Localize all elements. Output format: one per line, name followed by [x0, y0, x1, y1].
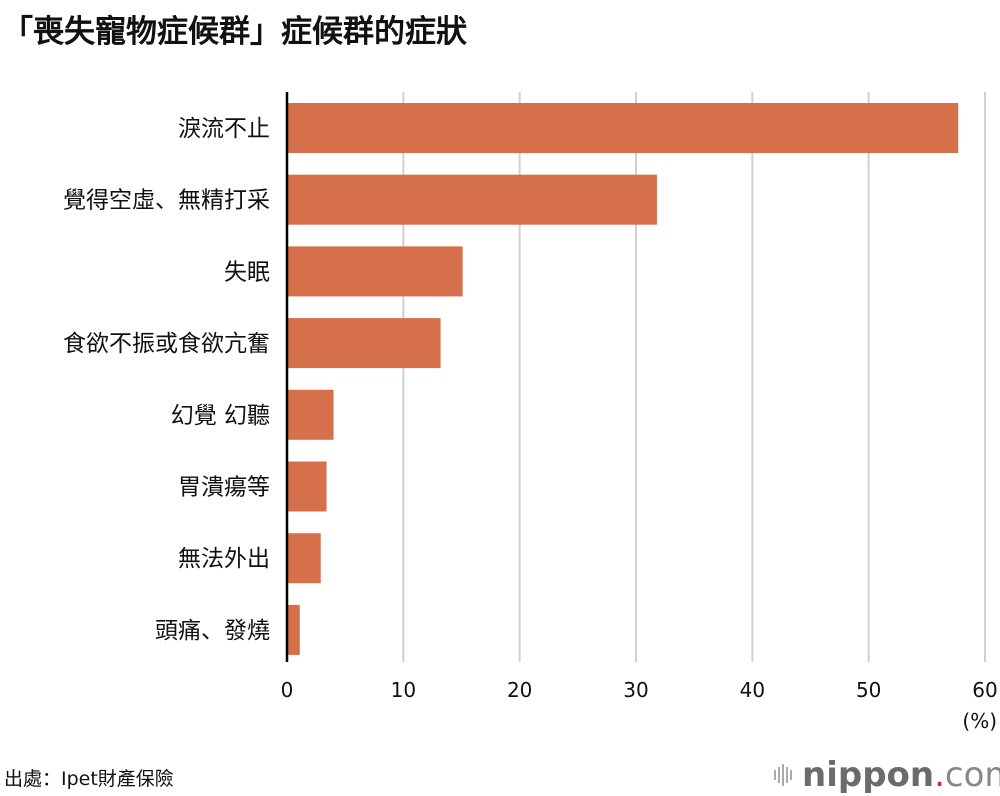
x-tick-label: 10 [391, 678, 416, 702]
bar [287, 533, 321, 584]
x-tick-label: 30 [623, 678, 648, 702]
x-tick-label: 50 [856, 678, 881, 702]
category-label: 淚流不止 [178, 116, 270, 142]
category-label: 胃潰瘍等 [178, 475, 270, 501]
x-tick-label: 20 [507, 678, 532, 702]
nippon-logo: nippon.com [774, 755, 1000, 795]
bar-chart: 0 10 20 30 40 50 60 (%) 淚流不止覺得空虛、無精打采失眠食欲不振或食欲亢奮… [63, 92, 998, 733]
x-tick-label: 0 [281, 678, 294, 702]
logo-bars-icon [774, 764, 792, 786]
chart-title: 「喪失寵物症候群」症候群的症狀 [2, 14, 467, 50]
category-label: 覺得空虛、無精打采 [63, 188, 270, 214]
logo-name: nippon [802, 755, 935, 795]
bar [287, 103, 959, 153]
bar [287, 246, 463, 297]
category-label: 頭痛、發燒 [155, 618, 270, 644]
bar [287, 389, 334, 440]
source-note: 出處：Ipet財產保險 [4, 768, 174, 790]
category-label: 食欲不振或食欲亢奮 [63, 331, 270, 357]
bar [287, 604, 300, 655]
logo-tld: com [944, 755, 1000, 795]
bar [287, 318, 441, 369]
category-label: 失眠 [224, 259, 270, 285]
bar [287, 174, 657, 225]
category-label: 幻覺 幻聽 [171, 403, 270, 429]
logo-dot: . [934, 755, 945, 795]
x-tick-label: 40 [740, 678, 765, 702]
x-tick-label: 60 [972, 678, 997, 702]
category-label: 無法外出 [178, 546, 270, 572]
bar [287, 461, 327, 512]
x-axis-unit: (%) [962, 709, 997, 733]
